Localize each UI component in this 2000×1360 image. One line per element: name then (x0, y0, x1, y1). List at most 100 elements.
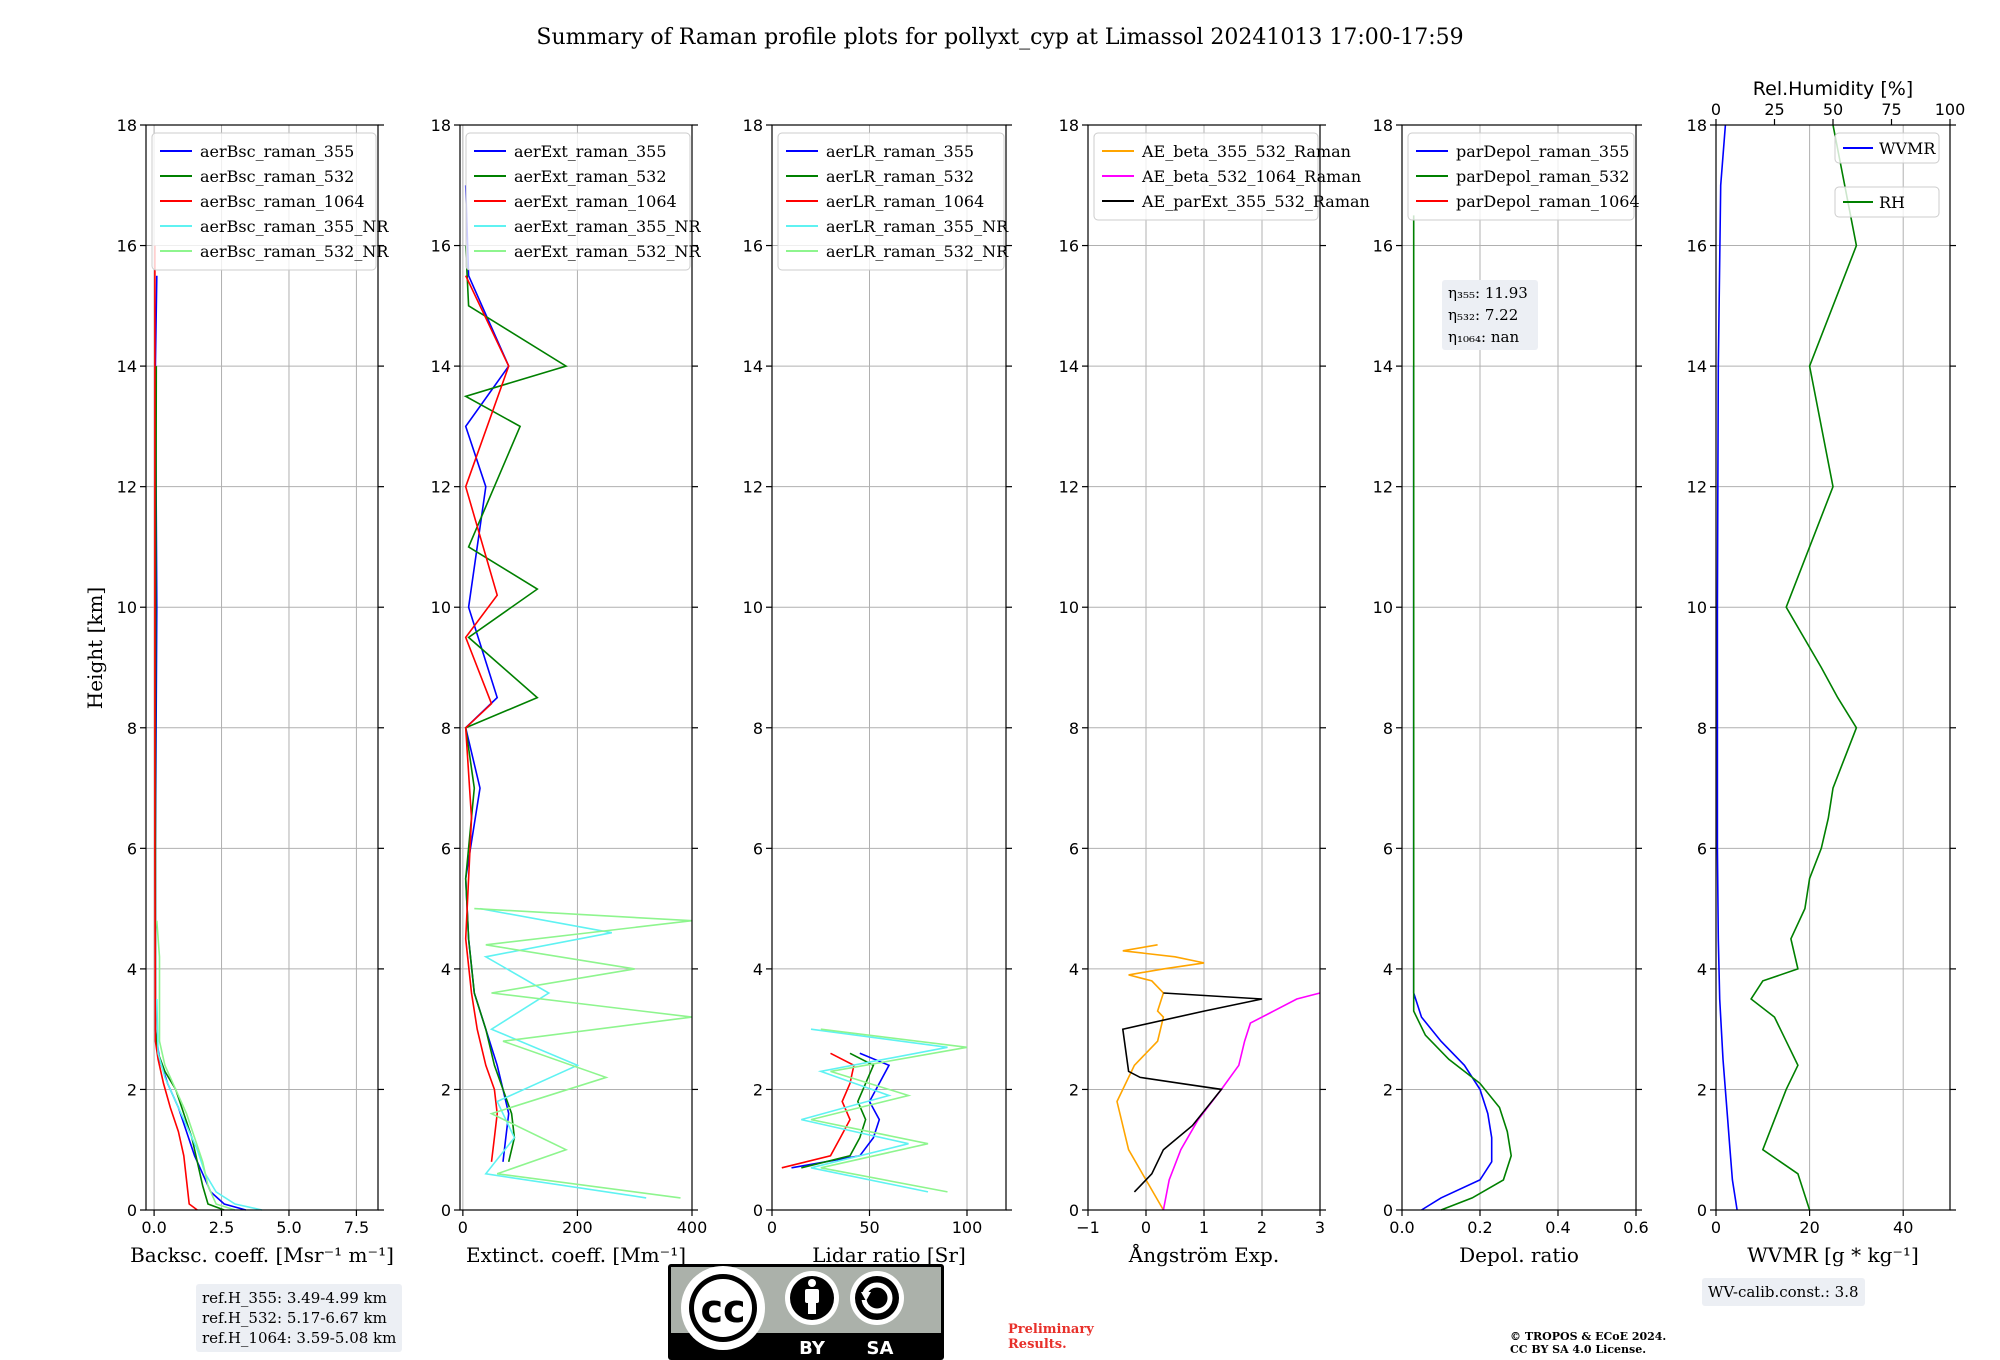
y-tick-label: 6 (127, 839, 137, 858)
y-tick-label: 8 (1069, 719, 1079, 738)
x-tick-label: 1 (1199, 1218, 1209, 1237)
legend-box (465, 132, 691, 271)
ref-h-1064: ref.H_1064: 3.59-5.08 km (202, 1329, 397, 1347)
by-label: BY (799, 1338, 826, 1359)
x-tick-label: 200 (562, 1218, 593, 1237)
panel-bsc: 0.0 2.5 5.0 7.5 0 2 4 6 8 10 12 14 16 18 Backsc. coeff… (117, 116, 394, 1267)
legend-label: aerLR_raman_1064 (826, 192, 984, 211)
wv-calib-box: WV-calib.const.: 3.8 (1702, 1278, 1865, 1306)
legend-label: aerBsc_raman_355_NR (200, 217, 389, 236)
y-tick-label: 14 (431, 357, 451, 376)
y-tick-label: 8 (127, 719, 137, 738)
legend-box (1407, 132, 1635, 221)
y-tick-label: 4 (127, 960, 137, 979)
y-tick-label: 4 (441, 960, 451, 979)
share-alike-icon (850, 1271, 904, 1325)
axes-frame (1715, 124, 1951, 1211)
x-tick-label: 3 (1315, 1218, 1325, 1237)
y-tick-label: 4 (1383, 960, 1393, 979)
y-tick-label: 14 (117, 357, 137, 376)
legend-label: AE_beta_355_532_Raman (1141, 142, 1351, 161)
axes-frame (1401, 124, 1637, 1211)
legend-box (1093, 132, 1319, 221)
series-AE_beta_355_532_Raman (1116, 944, 1205, 1211)
y-tick-label: 4 (1697, 960, 1707, 979)
legend-label: WVMR (1879, 139, 1936, 158)
y-tick-label: 8 (441, 719, 451, 738)
series-aerBsc_raman_1064 (154, 245, 198, 1211)
series-aerLR_raman_355_NR (801, 1028, 948, 1193)
y-tick-label: 10 (1373, 598, 1393, 617)
y-tick-label: 16 (743, 237, 763, 256)
x-tick-label: 7.5 (344, 1218, 369, 1237)
series-parDepol_raman_355 (1412, 366, 1493, 1211)
x-tick-label: 0.4 (1545, 1218, 1570, 1237)
series-aerExt_raman_355 (464, 185, 510, 1162)
legend-label: aerLR_raman_355 (826, 142, 974, 161)
y-tick-label: 10 (431, 598, 451, 617)
preliminary-line-2: Results. (1008, 1337, 1067, 1352)
legend-label: parDepol_raman_532 (1456, 167, 1629, 186)
legend-label: aerExt_raman_355 (514, 142, 667, 161)
x-tick-label: 0 (767, 1218, 777, 1237)
y-tick-label: 14 (1373, 357, 1393, 376)
y-tick-label: 18 (1687, 116, 1707, 135)
eta-annotation: η₅₃₂: 7.22 (1448, 306, 1518, 324)
y-tick-label: 6 (1383, 839, 1393, 858)
series-aerLR_raman_532_NR (810, 1028, 968, 1193)
axes-frame (145, 124, 379, 1211)
axes-frame (459, 124, 693, 1211)
figure-title: Summary of Raman profile plots for polly… (536, 25, 1463, 50)
series-aerBsc_raman_355 (154, 275, 247, 1211)
x-tick-label: 400 (677, 1218, 708, 1237)
y-tick-label: 12 (1687, 478, 1707, 497)
y-tick-label: 12 (117, 478, 137, 497)
x-tick-label: 50 (859, 1218, 879, 1237)
y-tick-label: 12 (431, 478, 451, 497)
y-tick-label: 6 (753, 839, 763, 858)
x-tick-label: 20 (1799, 1218, 1819, 1237)
x-tick-label: 0.0 (1389, 1218, 1414, 1237)
x-axis-label: Ångström Exp. (1128, 1242, 1279, 1267)
y-tick-label: 2 (127, 1080, 137, 1099)
series-aerBsc_raman_532_NR (156, 920, 236, 1211)
x-tick-label: 0 (1141, 1218, 1151, 1237)
y-tick-label: 18 (431, 116, 451, 135)
y-tick-label: 10 (117, 598, 137, 617)
y-tick-label: 16 (1687, 237, 1707, 256)
legend-box (777, 132, 1005, 271)
y-tick-label: 16 (1059, 237, 1079, 256)
x-tick-label: 0 (458, 1218, 468, 1237)
x-tick-label: 2 (1257, 1218, 1267, 1237)
ref-h-355: ref.H_355: 3.49-4.99 km (202, 1289, 387, 1307)
y-tick-label: 8 (753, 719, 763, 738)
x-axis-label: WVMR [g * kg⁻¹] (1747, 1243, 1919, 1267)
preliminary-line-1: Preliminary (1008, 1322, 1094, 1337)
wv-calib-const: WV-calib.const.: 3.8 (1708, 1283, 1859, 1301)
legend-label: aerLR_raman_532 (826, 167, 974, 186)
legend-label: aerBsc_raman_355 (200, 142, 354, 161)
x2-tick-label: 25 (1764, 100, 1784, 119)
series-parDepol_raman_532 (1412, 215, 1513, 1211)
x-tick-label: 2.5 (209, 1218, 234, 1237)
y-tick-label: 14 (1059, 357, 1079, 376)
cc-by-sa-logo: cc BY SA (668, 1264, 944, 1360)
x2-tick-label: 75 (1881, 100, 1901, 119)
y-tick-label: 14 (1687, 357, 1707, 376)
y-tick-label: 2 (1069, 1080, 1079, 1099)
series-aerLR_raman_355 (791, 1052, 891, 1169)
x-tick-label: 40 (1893, 1218, 1913, 1237)
x-tick-label: 0.6 (1623, 1218, 1648, 1237)
y-tick-label: 10 (1687, 598, 1707, 617)
y-tick-label: 0 (127, 1201, 137, 1220)
attribution-icon (785, 1271, 839, 1325)
y-tick-label: 0 (1697, 1201, 1707, 1220)
eta-annotation: η₃₅₅: 11.93 (1448, 284, 1528, 302)
copyright-line-2: CC BY SA 4.0 License. (1510, 1343, 1647, 1356)
legend-label: aerBsc_raman_532_NR (200, 242, 389, 261)
legend-label: parDepol_raman_1064 (1456, 192, 1640, 211)
x2-tick-label: 0 (1711, 100, 1721, 119)
legend-label: aerLR_raman_532_NR (826, 242, 1009, 261)
legend-box (151, 132, 377, 271)
